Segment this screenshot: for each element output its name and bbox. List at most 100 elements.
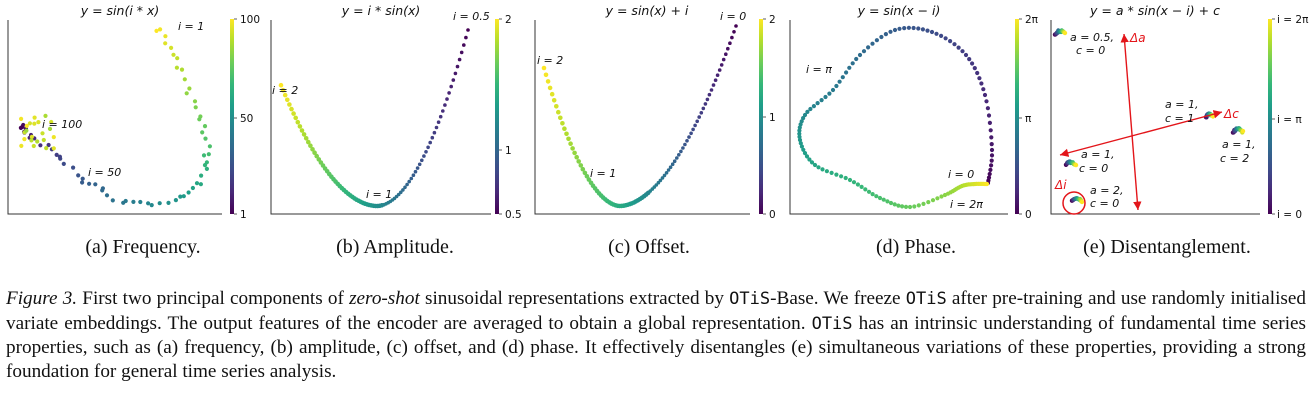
panel-c-point [689,131,693,136]
panel-a-point [47,126,53,131]
panel-c-point [683,142,687,147]
panel-c-point [551,98,557,103]
panel-b-point [293,115,299,121]
panel-d-point [809,160,815,165]
panel-a-point [35,139,40,144]
panel-c-colorbar-label: 1 [769,112,776,124]
panel-a-point [197,117,202,122]
panel-e-cluster-point [1073,162,1079,168]
panel-d-point [811,104,817,109]
panel-e-cluster-label: a = 1, [1165,98,1198,111]
panel-d-point [824,169,830,174]
panel-c-point [697,115,701,119]
panel-d-point [975,70,980,76]
panel-d-point [987,171,992,177]
panel-e-colorbar-label: i = 2π [1277,14,1309,26]
panel-a-point [76,173,81,178]
panel-d-point [859,184,864,189]
panel-b-point [287,102,292,107]
panel-c-point [672,159,677,163]
panel-b-point [295,119,301,125]
panel-b-point [401,188,405,192]
panel-d-point [804,154,810,159]
panel-c-point [681,146,685,150]
panel-c-point [670,162,675,166]
panel-a-point [190,185,195,191]
panel-b-title: y = i * sin(x) [341,3,421,18]
panel-d-annotation: i = π [806,63,832,76]
panel-b-point [443,103,447,107]
panel-d-colorbar-label: 2π [1025,14,1039,26]
panel-d-point [896,203,901,208]
panel-b-point [441,109,445,113]
panel-d-point [934,31,939,36]
panel-a-point [204,166,209,171]
panel-d-annotation: i = 2π [950,198,983,211]
panel-d-point [897,26,902,31]
panel-c-point [543,72,549,78]
panel-a-point [163,34,168,39]
panel-d-point [847,177,853,183]
panel-e-colorbar-label: i = π [1277,114,1302,126]
panel-a-point [200,130,205,135]
panel-a-point [179,67,185,72]
panel-b-point [407,179,412,184]
panel-a-point [93,182,98,187]
panel-d-point [967,57,972,62]
panel-b-point [449,84,454,89]
panel-b-point [424,150,428,154]
panel-d-point [797,137,803,143]
panel-b-colorbar-label: 0.5 [505,209,522,221]
panel-d-point [847,65,852,70]
panel-b-point [413,169,418,174]
panel-d-point [916,26,921,31]
panel-d-point [920,27,926,32]
panel-b-point [316,157,322,162]
panel-b-point [282,92,288,98]
panel-a-point [175,56,180,61]
panel-a-point [71,165,76,170]
panel-d-point [861,49,867,54]
panel-a-point [158,27,163,32]
panel-d-point [902,26,907,31]
panel-c-point [564,131,569,137]
panel-b-point [417,162,422,167]
panel-c-annotation: i = 1 [590,167,616,180]
panel-c-point [549,91,555,97]
panel-e-cluster-point [1079,199,1085,205]
subcaption-a: (a) Frequency. [85,236,201,258]
panel-b-point [422,154,426,158]
panel-d-point [877,195,883,201]
panel-b-point [411,173,416,177]
panel-a-point [40,131,45,136]
panel-d-point [801,147,806,152]
panel-d-point [805,109,810,114]
panel-a-point [51,146,56,151]
panel-e-cluster-label: c = 0 [1076,44,1105,57]
panel-c-point [724,52,728,56]
panel-a-point [32,115,37,120]
panel-b-point [438,114,443,119]
panel-e-cluster-label: a = 0.5, [1070,31,1114,44]
panel-a-point [146,201,151,206]
panel-c-point [558,115,563,121]
panel-a-point [29,134,34,139]
panel-b-point [432,130,437,135]
panel-a-point [22,137,27,142]
panel-a-point [201,153,207,158]
panel-a-point [203,136,208,141]
panel-d-point [982,92,988,98]
panel-b-point [280,87,286,93]
panel-c-point [675,156,679,160]
panel-c-point [695,119,699,124]
panel-a-point [121,200,126,205]
panel-d-point [939,33,944,39]
subcaption-b: (b) Amplitude. [336,236,454,258]
panel-b-point [308,143,313,148]
panel-a-point [157,201,162,206]
panel-a-point [38,143,43,148]
panel-b-point [462,43,466,47]
panel-c-point [721,57,726,62]
panel-a-point [131,199,136,204]
